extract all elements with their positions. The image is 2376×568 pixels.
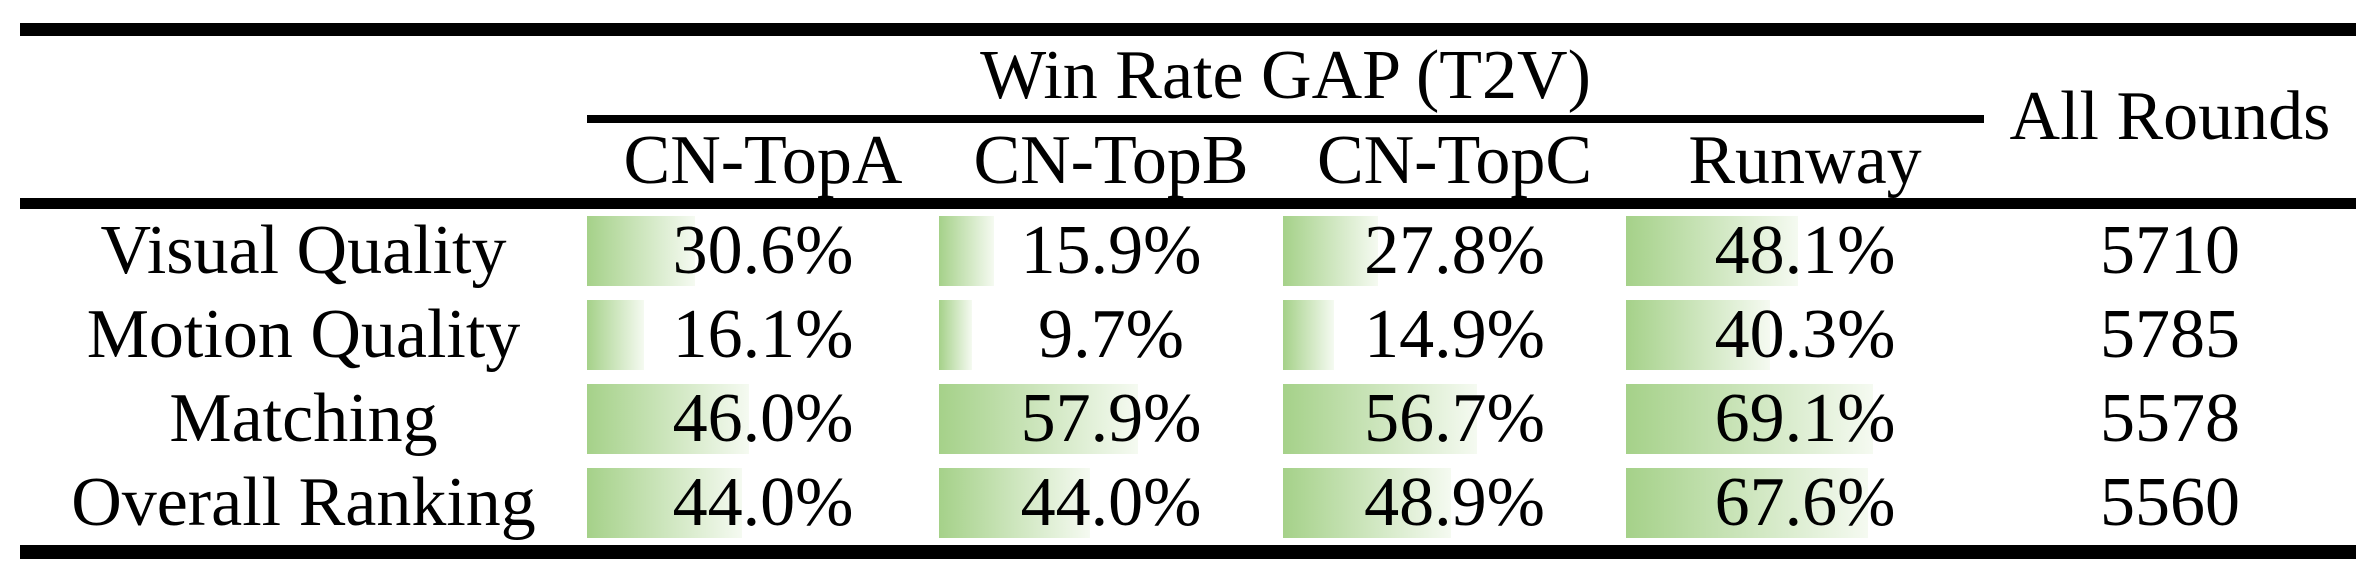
percent-value: 46.0% <box>672 380 854 457</box>
win-rate-bar <box>1283 300 1335 370</box>
win-rate-bar <box>1626 300 1771 370</box>
win-rate-bar <box>1283 216 1379 286</box>
bar-cell: 46.0% <box>587 377 939 461</box>
win-rate-bar <box>939 300 973 370</box>
win-rate-bar <box>939 468 1091 538</box>
win-rate-bar <box>939 384 1139 454</box>
percent-value: 40.3% <box>1714 296 1896 373</box>
column-header-runway: Runway <box>1626 123 1984 209</box>
win-rate-bar <box>1283 468 1451 538</box>
bar-cell: 14.9% <box>1283 293 1626 377</box>
bar-cell: 44.0% <box>939 461 1283 545</box>
bar-cell: 27.8% <box>1283 209 1626 293</box>
all-rounds-header: All Rounds <box>1984 36 2356 209</box>
win-rate-bar <box>587 300 644 370</box>
column-header-cn-topa: CN-TopA <box>587 123 939 209</box>
row-label-matching: Matching <box>169 380 438 457</box>
bar-cell: 16.1% <box>587 293 939 377</box>
percent-value: 48.9% <box>1364 464 1545 541</box>
row-label-visual-quality: Visual Quality <box>100 212 507 289</box>
win-rate-bar <box>587 468 742 538</box>
bar-cell: 40.3% <box>1626 293 1984 377</box>
percent-value: 57.9% <box>1020 380 1202 457</box>
row-label-motion-quality: Motion Quality <box>86 296 521 373</box>
win-rate-bar <box>1626 468 1868 538</box>
bar-cell: 48.1% <box>1626 209 1984 293</box>
all-rounds-value: 5578 <box>2100 380 2240 457</box>
win-rate-bar <box>1626 384 1874 454</box>
percent-value: 69.1% <box>1714 380 1896 457</box>
percent-value: 15.9% <box>1020 212 1202 289</box>
percent-value: 44.0% <box>1020 464 1202 541</box>
bar-cell: 30.6% <box>587 209 939 293</box>
group-header: Win Rate GAP (T2V) <box>587 36 1984 123</box>
all-rounds-value: 5785 <box>2100 296 2240 373</box>
bar-cell: 69.1% <box>1626 377 1984 461</box>
win-rate-bar <box>587 216 695 286</box>
win-rate-bar <box>1626 216 1799 286</box>
bar-cell: 44.0% <box>587 461 939 545</box>
percent-value: 56.7% <box>1364 380 1545 457</box>
percent-value: 16.1% <box>672 296 854 373</box>
column-header-cn-topc: CN-TopC <box>1283 123 1626 209</box>
bar-cell: 57.9% <box>939 377 1283 461</box>
percent-value: 67.6% <box>1714 464 1896 541</box>
percent-value: 48.1% <box>1714 212 1896 289</box>
bar-cell: 15.9% <box>939 209 1283 293</box>
bar-cell: 67.6% <box>1626 461 1984 545</box>
win-rate-bar <box>939 216 994 286</box>
column-header-cn-topb: CN-TopB <box>939 123 1283 209</box>
corner-cell-empty <box>20 36 587 209</box>
all-rounds-value: 5710 <box>2100 212 2240 289</box>
percent-value: 27.8% <box>1364 212 1545 289</box>
row-label-overall-ranking: Overall Ranking <box>71 464 536 541</box>
bar-cell: 9.7% <box>939 293 1283 377</box>
percent-value: 9.7% <box>1038 296 1184 373</box>
percent-value: 14.9% <box>1364 296 1545 373</box>
all-rounds-value: 5560 <box>2100 464 2240 541</box>
percent-value: 30.6% <box>672 212 854 289</box>
bar-cell: 56.7% <box>1283 377 1626 461</box>
win-rate-bar <box>587 384 749 454</box>
win-rate-bar <box>1283 384 1478 454</box>
results-table: Win Rate GAP (T2V) All Rounds CN-TopA CN… <box>20 23 2356 559</box>
bar-cell: 48.9% <box>1283 461 1626 545</box>
percent-value: 44.0% <box>672 464 854 541</box>
